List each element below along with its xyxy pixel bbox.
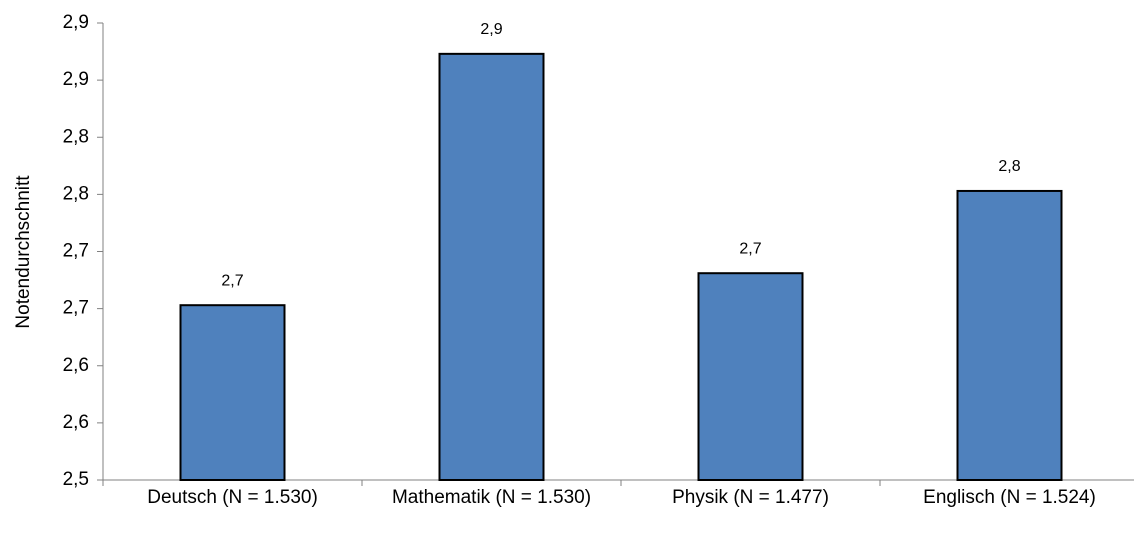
- value-label: 2,8: [998, 158, 1020, 175]
- value-label: 2,9: [480, 21, 502, 38]
- x-tick-label: Englisch (N = 1.524): [923, 487, 1096, 508]
- bar: [697, 272, 804, 481]
- value-label: 2,7: [739, 240, 761, 257]
- x-tick-label: Deutsch (N = 1.530): [147, 487, 318, 508]
- y-tick-label: 2,7: [63, 298, 89, 319]
- bar: [179, 304, 286, 482]
- y-tick-label: 2,8: [63, 183, 89, 204]
- y-tick-label: 2,6: [63, 412, 89, 433]
- y-tick-label: 2,6: [63, 355, 89, 376]
- y-tick-label: 2,7: [63, 241, 89, 262]
- y-tick-label: 2,9: [63, 12, 89, 33]
- bar: [438, 52, 545, 481]
- value-label: 2,7: [221, 272, 243, 289]
- y-axis-label: Notendurchschnitt: [13, 175, 34, 329]
- y-tick-label: 2,9: [63, 69, 89, 90]
- x-tick-label: Physik (N = 1.477): [672, 487, 829, 508]
- bar: [956, 189, 1063, 481]
- y-tick-label: 2,5: [63, 469, 89, 490]
- x-tick-label: Mathematik (N = 1.530): [392, 487, 591, 508]
- y-tick-label: 2,8: [63, 126, 89, 147]
